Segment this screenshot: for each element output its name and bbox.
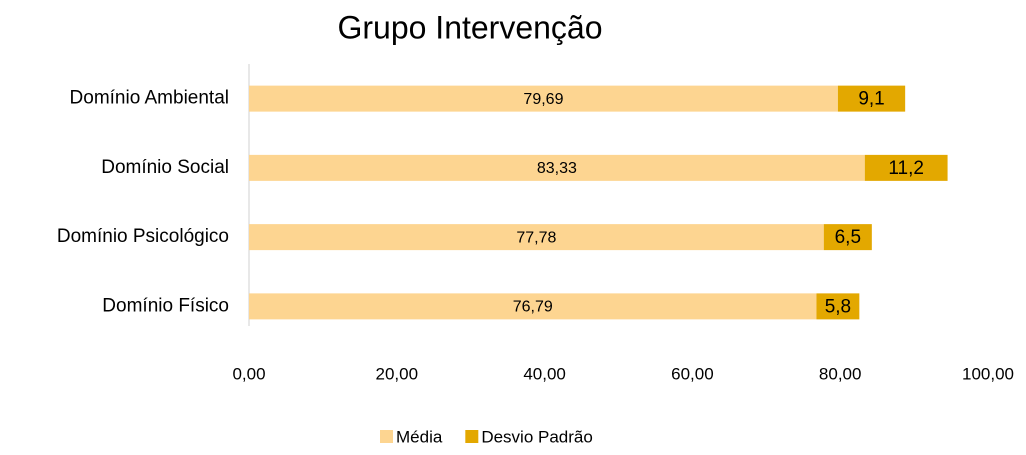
value-label: 5,8 — [825, 296, 851, 317]
y-tick-label: Domínio Físico — [102, 295, 229, 316]
bar-segment — [864, 154, 948, 181]
bar-segment — [249, 85, 838, 112]
chart-title: Grupo Intervenção — [337, 9, 602, 45]
bar-segment — [249, 293, 817, 320]
x-tick-label: 40,00 — [523, 364, 566, 383]
legend-label: Desvio Padrão — [481, 427, 593, 446]
bar-segment — [837, 85, 906, 112]
value-label: 83,33 — [537, 160, 577, 177]
value-label: 9,1 — [858, 89, 884, 110]
legend-swatch — [465, 430, 479, 443]
x-tick-label: 60,00 — [671, 364, 714, 383]
bar-segment — [249, 224, 824, 251]
value-label: 79,69 — [523, 91, 563, 108]
y-tick-label: Domínio Ambiental — [70, 88, 229, 109]
value-label: 11,2 — [888, 158, 924, 179]
y-tick-label: Domínio Social — [101, 157, 229, 178]
legend-label: Média — [396, 427, 443, 446]
legend-swatch — [380, 430, 393, 443]
value-label: 77,78 — [516, 229, 556, 246]
bar-segment — [816, 293, 860, 320]
y-tick-label: Domínio Psicológico — [57, 226, 229, 247]
value-label: 6,5 — [835, 227, 861, 248]
value-label: 76,79 — [513, 299, 553, 316]
x-tick-label: 80,00 — [819, 364, 862, 383]
x-tick-label: 100,00 — [962, 364, 1014, 383]
bar-segment — [823, 224, 872, 251]
bar-segment — [249, 154, 865, 181]
x-tick-label: 0,00 — [232, 364, 265, 383]
x-tick-label: 20,00 — [376, 364, 419, 383]
